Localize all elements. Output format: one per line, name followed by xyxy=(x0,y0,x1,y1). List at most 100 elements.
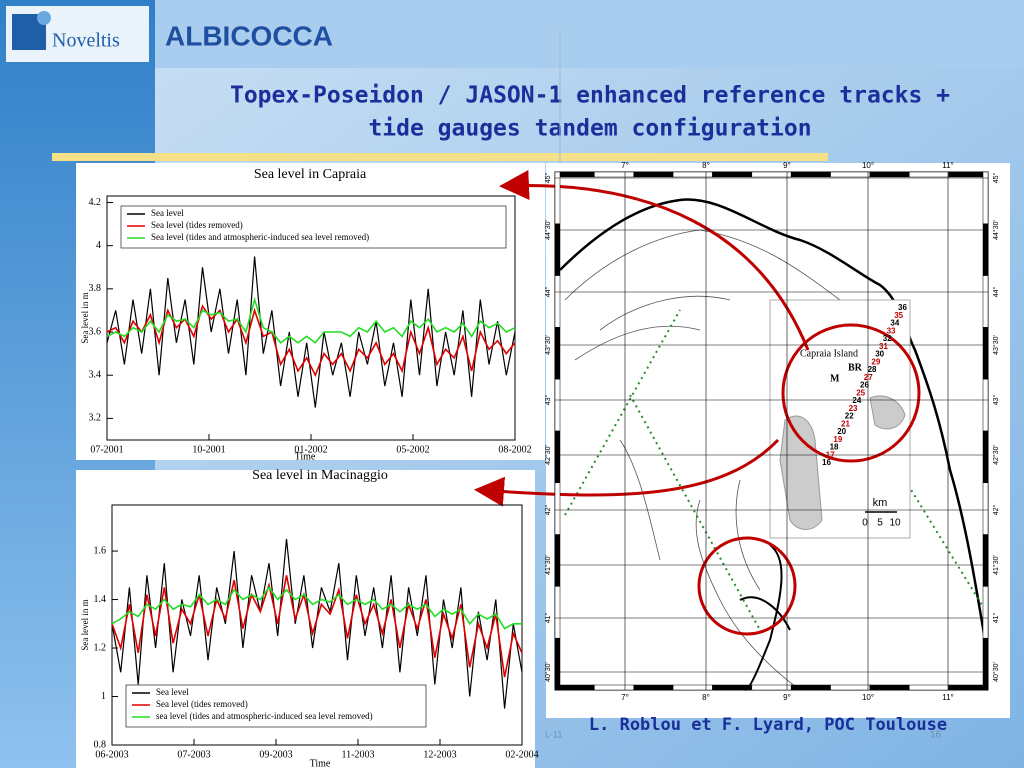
x-tick-label: 07-2001 xyxy=(90,444,123,455)
y-tick-label: 4.2 xyxy=(89,197,102,208)
highlight-circle xyxy=(781,323,921,463)
x-axis-label: Time xyxy=(295,451,316,462)
frame-strip xyxy=(982,430,989,484)
frame-strip xyxy=(554,586,561,639)
frame-strip xyxy=(554,171,595,178)
frame-strip xyxy=(830,171,871,178)
frame-strip xyxy=(790,171,831,178)
frame-strip xyxy=(869,684,910,691)
frame-strip xyxy=(554,637,561,691)
x-tick-label: 01-2002 xyxy=(294,444,327,455)
lon-label: 11° xyxy=(942,161,954,170)
y-tick-label: 3.8 xyxy=(89,283,102,294)
lat-label: 45° xyxy=(544,173,552,184)
arrow xyxy=(474,438,780,507)
inset-land xyxy=(779,415,823,530)
lat-label: 40°30' xyxy=(544,662,552,682)
scale-tick: 10 xyxy=(889,518,901,529)
track-number: 30 xyxy=(875,350,884,359)
frame-strip xyxy=(790,684,831,691)
track-number: 20 xyxy=(837,427,846,436)
frame-strip xyxy=(982,275,989,328)
frame-strip xyxy=(751,171,792,178)
lon-label: 8° xyxy=(702,693,710,702)
frame-strip xyxy=(948,171,989,178)
x-tick-label: 10-2001 xyxy=(192,444,225,455)
y-tick-label: 3.2 xyxy=(89,413,102,424)
frame-strip xyxy=(633,171,674,178)
frame-strip xyxy=(982,534,989,587)
header-band xyxy=(155,0,1024,68)
series-line xyxy=(111,586,522,630)
frame-strip xyxy=(554,171,561,225)
x-tick-label: 07-2003 xyxy=(177,749,210,760)
arrow xyxy=(499,170,810,351)
y-tick-label: 1.4 xyxy=(94,594,107,605)
track-number: 25 xyxy=(856,388,865,397)
lat-label: 43° xyxy=(992,395,1000,406)
track-number: 24 xyxy=(852,396,861,405)
y-tick-label: 1.2 xyxy=(94,642,107,653)
lat-label: 40°30' xyxy=(992,662,1000,682)
x-axis-label: Time xyxy=(310,758,331,768)
x-tick-label: 12-2003 xyxy=(423,749,456,760)
frame-strip xyxy=(672,171,713,178)
frame-strip xyxy=(982,482,989,535)
series-line xyxy=(111,575,523,678)
x-tick-label: 05-2002 xyxy=(396,444,429,455)
x-tick-label: 06-2003 xyxy=(95,749,128,760)
track-number: 35 xyxy=(894,311,903,320)
credit: L. Roblou et F. Lyard, POC Toulouse xyxy=(589,715,947,735)
track-number: 33 xyxy=(887,326,896,335)
coastline xyxy=(559,198,987,641)
lon-label: 11° xyxy=(942,693,954,702)
legend-label: Sea level xyxy=(156,687,189,697)
frame-strip xyxy=(554,327,561,380)
series-line xyxy=(106,304,516,378)
logo-dot xyxy=(37,11,51,25)
lat-label: 43° xyxy=(544,395,552,406)
y-tick-label: 3.4 xyxy=(89,370,102,381)
lat-label: 41° xyxy=(992,613,1000,624)
track-number: 16 xyxy=(822,458,831,467)
chart-title: Sea level in Capraia xyxy=(254,167,367,182)
legend-label: Sea level (tides and atmospheric-induced… xyxy=(151,232,369,242)
frame-strip xyxy=(830,684,871,691)
station-label: BR xyxy=(848,362,863,373)
frame-strip xyxy=(554,223,561,276)
map: 7°7°8°8°9°9°10°10°11°11°45° 45°44°30' 44°3… xyxy=(474,161,1000,702)
track-number: 29 xyxy=(871,357,880,366)
track-number: 32 xyxy=(883,334,892,343)
y-tick-label: 4 xyxy=(96,240,101,251)
lat-label: 44° xyxy=(992,287,1000,298)
lat-label: 43°30' xyxy=(544,335,552,355)
lat-label: 44° xyxy=(544,287,552,298)
frame-strip xyxy=(633,684,674,691)
legend-label: Sea level (tides removed) xyxy=(156,699,248,709)
frame-strip xyxy=(554,378,561,432)
legend-label: Sea level xyxy=(151,208,184,218)
track-number: 31 xyxy=(879,342,888,351)
frame-strip xyxy=(672,684,713,691)
lat-label: 41°30' xyxy=(992,555,1000,575)
frame-strip xyxy=(982,637,989,691)
x-tick-label: 08-2002 xyxy=(498,444,531,455)
page-number: 16 xyxy=(930,730,942,741)
frame-strip xyxy=(982,586,989,639)
inset-land xyxy=(869,395,906,430)
y-tick-label: 0.8 xyxy=(94,739,107,750)
frame-strip xyxy=(982,327,989,380)
frame-strip xyxy=(554,482,561,535)
lat-label: 42° xyxy=(544,505,552,516)
frame-strip xyxy=(948,684,989,691)
track-number: 34 xyxy=(890,319,899,328)
lat-label: 44°30' xyxy=(992,220,1000,240)
track-number: 27 xyxy=(864,373,873,382)
track-number: 26 xyxy=(860,381,869,390)
lon-label: 9° xyxy=(783,693,791,702)
frame-strip xyxy=(982,171,989,225)
lat-label: 41°30' xyxy=(544,555,552,575)
y-axis-label: Sea level in m xyxy=(80,292,90,343)
x-tick-label: 02-2004 xyxy=(505,749,538,760)
legend-box xyxy=(120,205,507,249)
